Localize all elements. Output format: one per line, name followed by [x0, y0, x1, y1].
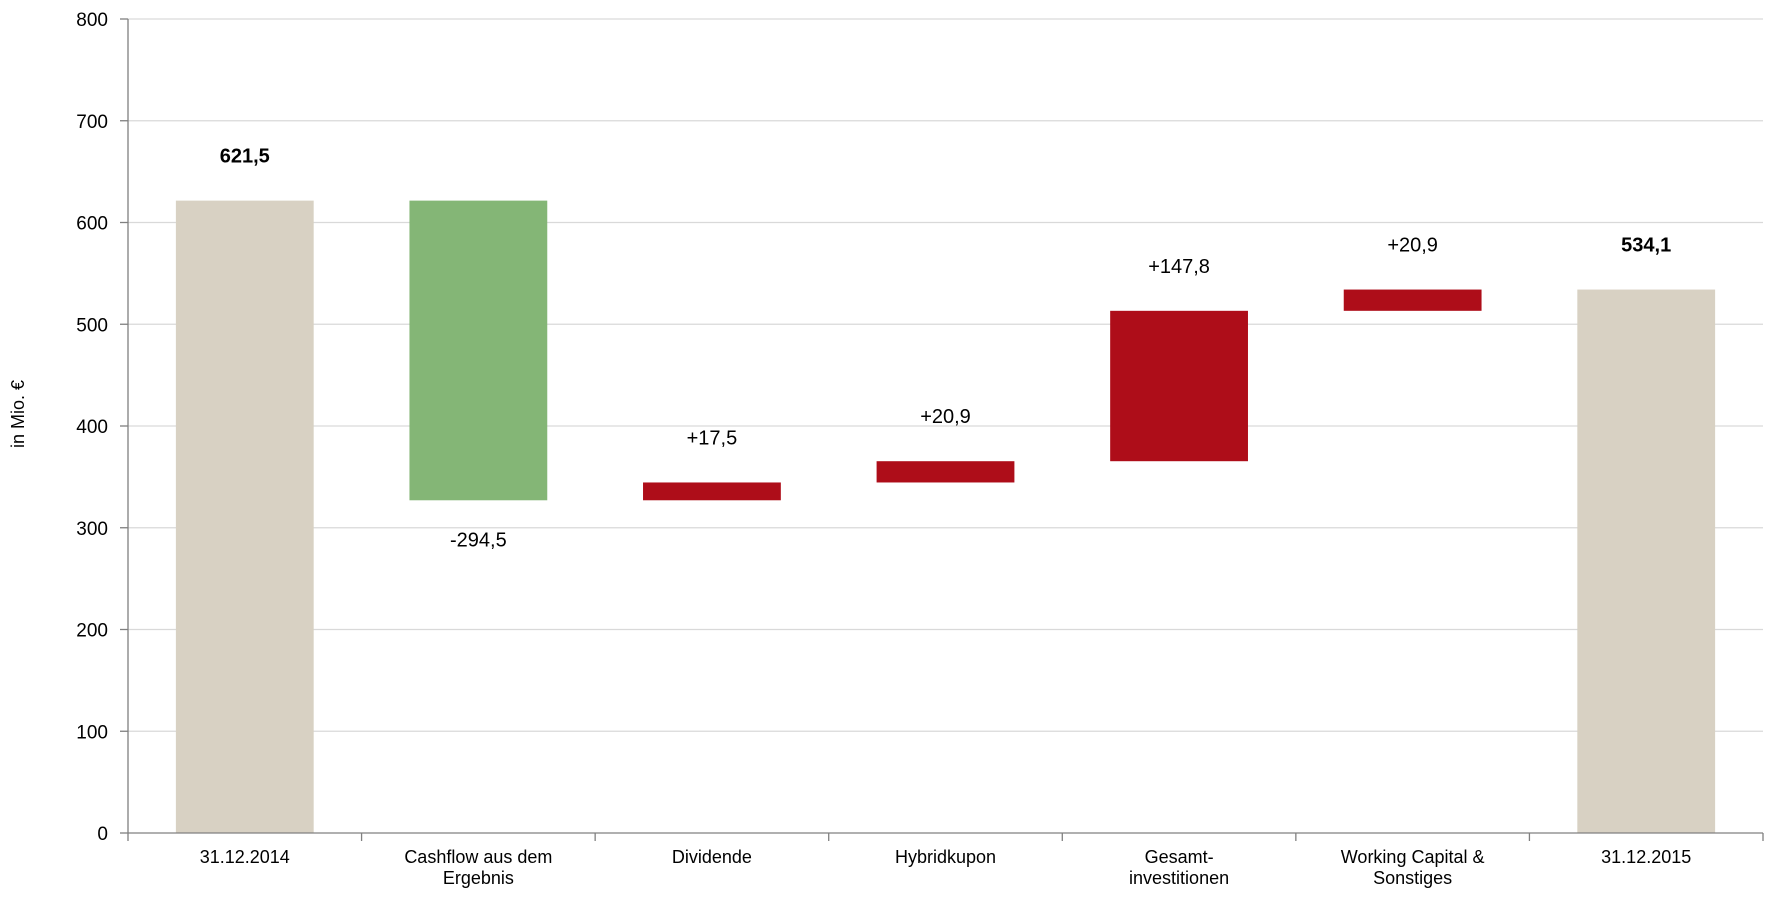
x-category-label: 31.12.2014	[200, 847, 290, 867]
bar-decrease	[643, 482, 781, 501]
bar-decrease	[876, 461, 1015, 483]
y-tick-label: 100	[76, 722, 108, 743]
y-tick-label: 600	[76, 214, 108, 235]
x-category-label: Ergebnis	[443, 868, 514, 888]
x-category-label: Cashflow aus dem	[404, 847, 552, 867]
data-label: -294,5	[450, 529, 507, 551]
x-category-label: Dividende	[672, 847, 752, 867]
labels: 621,5 31.12.2014 -294,5 Cashflow aus demErg…	[200, 146, 1692, 888]
x-category-label: 31.12.2015	[1601, 847, 1691, 867]
y-tick-label: 300	[76, 519, 108, 540]
data-label: +147,8	[1148, 256, 1210, 278]
bar-total	[175, 200, 314, 833]
bars	[175, 200, 1716, 834]
bar-decrease	[1110, 310, 1248, 462]
x-category-label: Sonstiges	[1373, 868, 1452, 888]
data-label: +20,9	[1387, 235, 1438, 257]
x-category-label: investitionen	[1129, 868, 1229, 888]
y-tick-label: 500	[76, 315, 108, 336]
data-label: +17,5	[687, 427, 738, 449]
data-label: +20,9	[920, 406, 971, 428]
y-tick-label: 800	[76, 10, 108, 31]
y-tick-label: 400	[76, 417, 108, 438]
bar-increase	[409, 200, 548, 501]
x-category-label: Gesamt-	[1145, 847, 1214, 867]
y-tick-label: 700	[76, 112, 108, 133]
axes: 0 100 200 300 400 500 600 700 800	[76, 10, 1764, 845]
x-category-label: Hybridkupon	[895, 847, 996, 867]
bar-total	[1577, 289, 1716, 834]
y-axis-title: in Mio. €	[8, 380, 28, 448]
x-category-label: Working Capital &	[1341, 847, 1485, 867]
y-tick-label: 0	[97, 824, 108, 845]
bar-decrease	[1343, 289, 1482, 311]
gridlines	[128, 18, 1763, 732]
data-label: 534,1	[1621, 235, 1671, 257]
y-tick-label: 200	[76, 621, 108, 642]
data-label: 621,5	[220, 146, 270, 168]
